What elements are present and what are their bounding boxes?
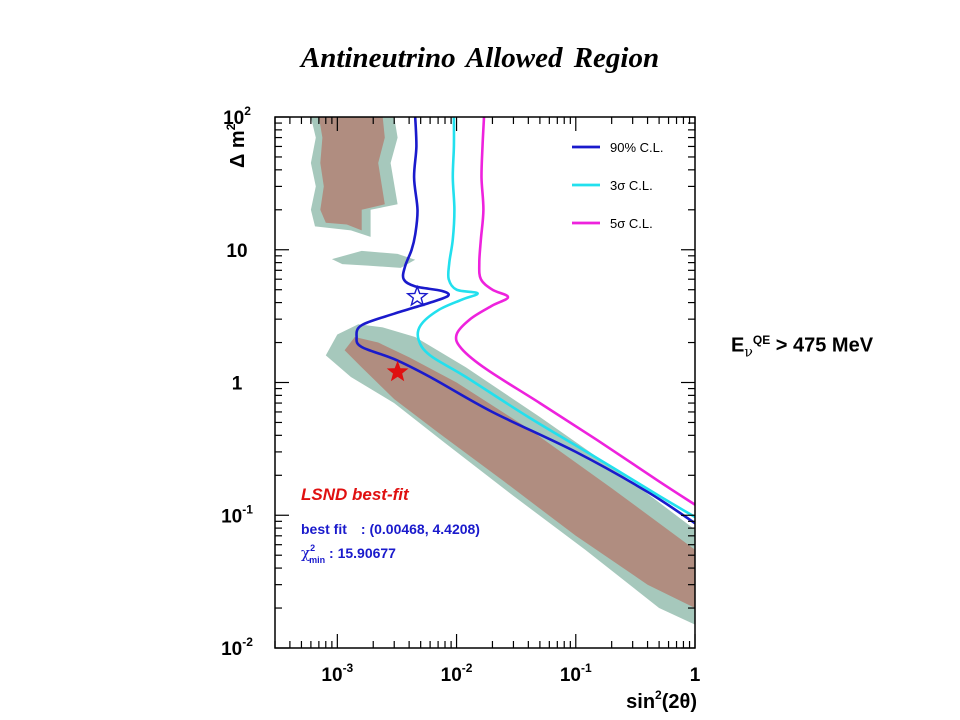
legend-label: 3σ C.L. xyxy=(610,178,653,193)
region-lsnd-99-island xyxy=(331,250,416,268)
fit-heading: LSND best-fit xyxy=(301,485,410,504)
energy-value: > 475 MeV xyxy=(770,334,874,357)
filled-star-marker xyxy=(386,360,409,382)
x-tick-label: 10-1 xyxy=(560,661,592,686)
legend: 90% C.L. 3σ C.L. 5σ C.L. xyxy=(572,140,663,231)
best-fit-markers xyxy=(386,284,429,382)
open-star-marker xyxy=(405,284,429,307)
legend-label: 90% C.L. xyxy=(610,140,663,155)
best-fit-line: best fit: (0.00468, 4.4208) xyxy=(301,521,480,537)
y-tick-label: 1 xyxy=(232,374,243,395)
x-axis-label-text: sin2(2θ) xyxy=(626,688,697,713)
chi2-line: χ2 min : 15.90677 xyxy=(301,543,396,565)
energy-sup: QE xyxy=(752,333,771,347)
y-tick-label: 10 xyxy=(226,241,247,262)
x-tick-label: 10-3 xyxy=(321,661,353,686)
legend-label: 5σ C.L. xyxy=(610,216,653,231)
x-axis-label: sin2(2θ) xyxy=(626,688,697,713)
y-tick-label: 102 xyxy=(223,104,251,129)
page-title: Antineutrino Allowed Region xyxy=(300,42,660,74)
x-tick-label: 10-2 xyxy=(441,661,473,686)
region-lsnd-90-band xyxy=(344,337,695,608)
curve-series-0 xyxy=(355,117,695,525)
y-axis-label-text: Δ m2 xyxy=(224,123,249,168)
confidence-curves xyxy=(355,117,695,525)
allowed-regions xyxy=(310,117,695,625)
energy-sub: ν xyxy=(744,344,753,361)
curve-series-2 xyxy=(454,117,695,506)
x-tick-label: 1 xyxy=(690,665,701,686)
axis-ticks: 10-3 10-2 10-1 1 10-2 10-1 1 10 102 xyxy=(221,104,701,686)
curve-series-1 xyxy=(416,117,695,519)
energy-cut-label: EνQE > 475 MeV xyxy=(731,333,873,361)
region-lsnd-90 xyxy=(318,117,385,231)
fit-info-box: LSND best-fit best fit: (0.00468, 4.4208)… xyxy=(301,485,480,565)
y-axis-label: Δ m2 xyxy=(224,123,249,168)
y-tick-label: 10-1 xyxy=(221,502,253,527)
energy-symbol: E xyxy=(731,334,745,357)
y-tick-label: 10-2 xyxy=(221,635,253,660)
